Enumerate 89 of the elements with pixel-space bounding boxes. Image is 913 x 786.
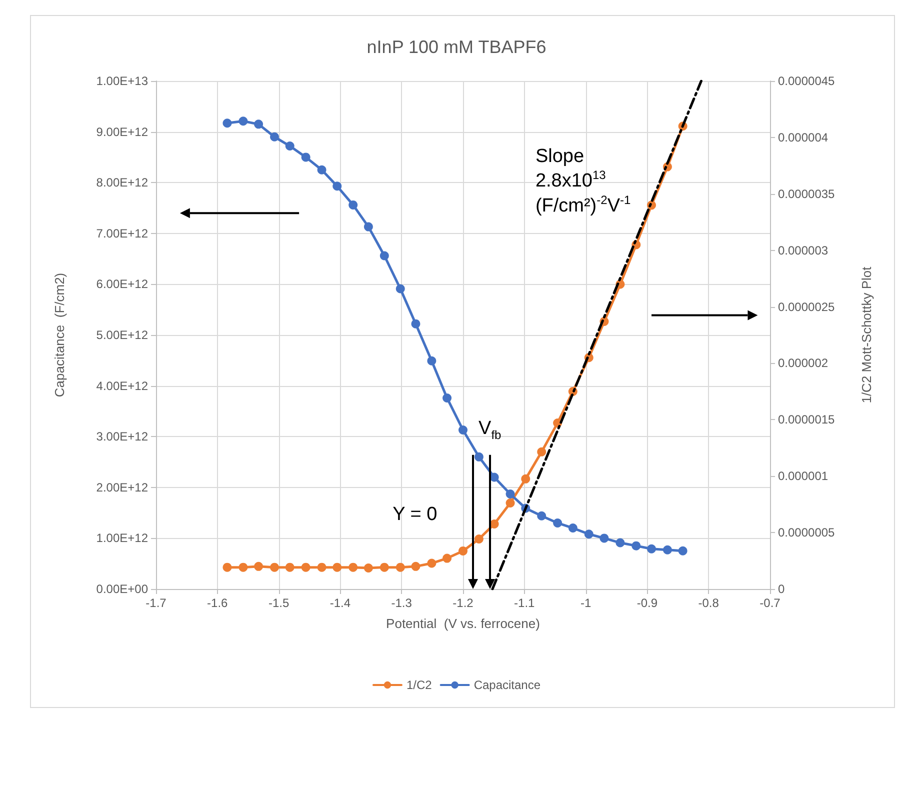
point — [254, 120, 264, 129]
point — [458, 426, 468, 434]
point — [317, 165, 326, 174]
point — [396, 284, 405, 294]
point — [285, 562, 294, 572]
y2-tick-label: 0.0000025 — [778, 300, 836, 314]
y-tick-label: 9.00E+12 — [96, 124, 148, 139]
point — [348, 562, 358, 572]
point — [442, 393, 452, 402]
y-tick-label: 4.00E+12 — [96, 378, 148, 393]
chart-title: nInP 100 mM TBAPF6 — [366, 37, 546, 57]
y2-tick-label: 0 — [778, 582, 785, 596]
point — [647, 544, 656, 554]
point — [238, 562, 248, 572]
point — [270, 132, 279, 142]
annotation: Slope 2.8x10$^{13}$ (F/cm²)$^{-2}$V$^{-1}$ — [535, 144, 631, 218]
legend-label: Capacitance — [474, 678, 541, 692]
point — [600, 534, 609, 543]
legend-label: 1/C2 — [406, 678, 432, 692]
x-tick-label: -1.6 — [207, 596, 228, 610]
y2-tick-label: 0.0000035 — [778, 186, 836, 201]
x-axis-title: Potential (V vs. ferrocene) — [386, 616, 540, 631]
y-tick-label: 7.00E+12 — [96, 226, 148, 240]
point — [458, 546, 468, 556]
point — [662, 545, 672, 554]
point — [427, 356, 436, 366]
y-tick-label: 3.00E+12 — [96, 430, 148, 444]
point — [222, 562, 232, 572]
point — [254, 562, 264, 571]
point — [678, 546, 688, 556]
point — [396, 562, 405, 572]
y-tick-label: 5.00E+12 — [96, 328, 148, 342]
point — [222, 118, 232, 128]
x-tick-label: -1.2 — [452, 596, 474, 610]
point — [584, 530, 594, 539]
point — [317, 562, 326, 572]
point — [285, 142, 294, 151]
point — [442, 554, 452, 563]
y2-tick-label: 0.0000005 — [778, 526, 836, 540]
point — [380, 562, 389, 572]
point — [238, 116, 248, 126]
y2-axis-title: 1/C2 Mott-Schottky Plot — [859, 266, 874, 404]
point — [411, 319, 420, 328]
point — [537, 447, 546, 456]
x-tick-label: -1.4 — [330, 596, 351, 610]
y2-tick-label: 0.0000015 — [778, 412, 836, 427]
point — [332, 182, 342, 191]
y-tick-label: 0.00E+00 — [96, 582, 148, 596]
x-tick-label: -1.5 — [268, 596, 290, 610]
point — [474, 452, 484, 462]
point — [506, 498, 515, 508]
point — [380, 251, 389, 260]
point — [301, 562, 310, 572]
y2-tick-label: 0.000001 — [778, 469, 828, 484]
x-tick-label: -0.9 — [636, 596, 658, 610]
point — [364, 222, 373, 232]
point — [632, 541, 641, 550]
y-tick-label: 1.00E+12 — [96, 531, 148, 546]
x-tick-label: -1.1 — [514, 596, 536, 610]
y-tick-label: 6.00E+12 — [96, 277, 148, 292]
annotation: V$_{fb}$ — [478, 416, 502, 443]
annotation: Y = 0 — [392, 502, 438, 527]
y2-tick-label: 0.000004 — [778, 130, 828, 144]
point — [474, 534, 484, 544]
y-tick-label: 1.00E+13 — [96, 74, 148, 88]
point — [553, 518, 562, 528]
y2-tick-label: 0.000002 — [778, 356, 828, 370]
point — [537, 511, 546, 520]
x-tick-label: -1 — [580, 596, 592, 610]
x-tick-label: -1.3 — [391, 596, 412, 610]
point — [301, 152, 310, 162]
point — [411, 562, 420, 571]
y-tick-label: 8.00E+12 — [96, 176, 148, 190]
point — [364, 564, 373, 572]
point — [348, 200, 358, 210]
point — [270, 562, 279, 572]
point — [332, 562, 342, 572]
y-tick-label: 2.00E+12 — [96, 480, 148, 494]
x-tick-label: -1.7 — [146, 596, 167, 610]
point — [506, 490, 515, 498]
y2-tick-label: 0.000003 — [778, 243, 828, 258]
point — [427, 558, 436, 568]
y-axis-title: Capacitance (F/cm2) — [52, 272, 67, 398]
x-tick-label: -0.7 — [760, 596, 781, 610]
point — [521, 474, 530, 484]
point — [568, 524, 578, 533]
point — [616, 538, 625, 548]
x-tick-label: -0.8 — [698, 596, 720, 610]
y2-tick-label: 0.0000045 — [778, 74, 836, 88]
